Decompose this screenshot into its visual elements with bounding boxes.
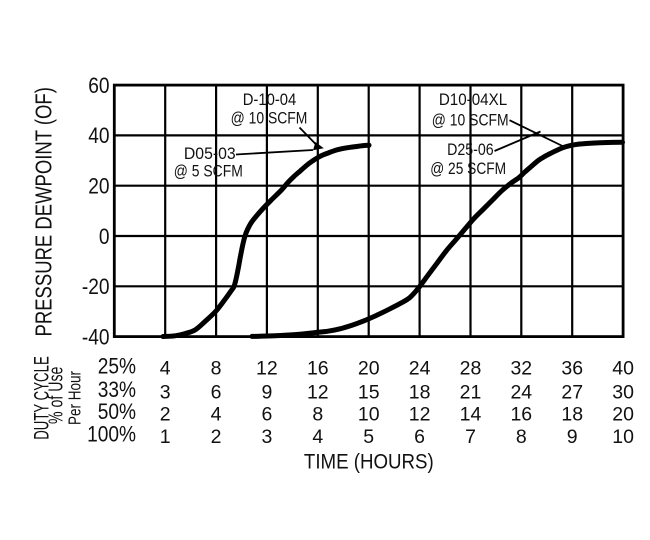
svg-text:33%: 33% — [98, 378, 136, 403]
svg-text:-40: -40 — [82, 325, 110, 350]
svg-text:@ 5 SCFM: @ 5 SCFM — [174, 162, 243, 181]
svg-text:21: 21 — [460, 381, 482, 403]
svg-text:6: 6 — [414, 426, 425, 448]
svg-text:16: 16 — [510, 403, 532, 425]
svg-text:12: 12 — [256, 358, 278, 380]
svg-text:6: 6 — [261, 403, 272, 425]
svg-text:8: 8 — [312, 403, 323, 425]
svg-text:16: 16 — [307, 358, 329, 380]
svg-text:40: 40 — [88, 124, 109, 149]
svg-text:D10-04XL: D10-04XL — [439, 90, 507, 109]
svg-text:TIME (HOURS): TIME (HOURS) — [304, 450, 434, 473]
svg-text:2: 2 — [160, 403, 171, 425]
svg-text:28: 28 — [460, 358, 482, 380]
svg-text:24: 24 — [409, 358, 431, 380]
svg-text:@ 25 SCFM: @ 25 SCFM — [430, 160, 506, 179]
svg-text:3: 3 — [160, 381, 171, 403]
svg-text:9: 9 — [567, 426, 578, 448]
svg-text:DUTY CYCLE: DUTY CYCLE — [29, 356, 53, 440]
svg-text:20: 20 — [612, 403, 634, 425]
svg-text:60: 60 — [88, 74, 109, 99]
svg-text:15: 15 — [358, 381, 380, 403]
svg-text:12: 12 — [307, 381, 329, 403]
svg-text:12: 12 — [409, 403, 431, 425]
svg-text:100%: 100% — [87, 422, 136, 447]
svg-text:3: 3 — [261, 426, 272, 448]
svg-text:D25-06: D25-06 — [447, 141, 494, 159]
svg-text:4: 4 — [211, 403, 222, 425]
svg-text:@ 10 SCFM: @ 10 SCFM — [231, 109, 308, 128]
svg-text:0: 0 — [99, 225, 110, 250]
svg-text:5: 5 — [363, 426, 374, 448]
svg-text:Per Hour: Per Hour — [66, 370, 85, 425]
svg-text:8: 8 — [516, 426, 527, 448]
svg-text:10: 10 — [612, 426, 634, 448]
svg-text:27: 27 — [561, 381, 583, 403]
svg-text:D05-03: D05-03 — [184, 145, 236, 164]
svg-text:18: 18 — [561, 403, 583, 425]
svg-text:20: 20 — [358, 358, 380, 380]
svg-text:6: 6 — [211, 381, 222, 403]
svg-text:18: 18 — [409, 381, 431, 403]
svg-text:10: 10 — [358, 403, 380, 425]
svg-text:7: 7 — [465, 426, 476, 448]
svg-text:24: 24 — [510, 381, 532, 403]
svg-text:8: 8 — [211, 358, 222, 380]
svg-text:D-10-04: D-10-04 — [243, 91, 297, 109]
svg-text:40: 40 — [612, 358, 634, 380]
svg-text:1: 1 — [160, 426, 171, 448]
svg-text:30: 30 — [612, 381, 634, 403]
svg-text:25%: 25% — [98, 354, 136, 379]
svg-text:20: 20 — [88, 174, 109, 199]
svg-text:4: 4 — [160, 358, 171, 380]
svg-text:32: 32 — [510, 358, 532, 380]
svg-text:9: 9 — [261, 381, 272, 403]
svg-text:2: 2 — [211, 426, 222, 448]
svg-text:-20: -20 — [82, 275, 110, 300]
svg-text:4: 4 — [312, 426, 323, 448]
svg-text:36: 36 — [561, 358, 583, 380]
svg-text:14: 14 — [460, 403, 482, 425]
svg-text:@ 10 SCFM: @ 10 SCFM — [432, 111, 509, 130]
svg-text:PRESSURE DEWPOINT (OF): PRESSURE DEWPOINT (OF) — [31, 87, 56, 336]
svg-text:50%: 50% — [98, 400, 136, 425]
svg-text:% of Use: % of Use — [44, 366, 67, 424]
